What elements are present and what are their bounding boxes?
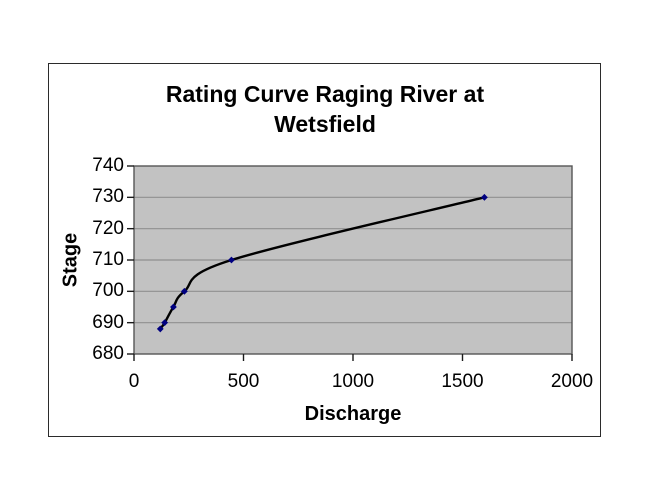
x-tick-label: 500 xyxy=(227,371,260,392)
x-tick-label: 1500 xyxy=(441,371,484,392)
chart-title-line-1: Rating Curve Raging River at xyxy=(165,81,485,107)
x-axis-title: Discharge xyxy=(304,403,402,425)
y-tick-label: 740 xyxy=(92,155,124,176)
y-tick-label: 680 xyxy=(92,343,124,364)
chart-title-line-2: Wetsfield xyxy=(274,111,376,137)
y-tick-label: 700 xyxy=(92,280,124,302)
y-tick-label: 720 xyxy=(92,217,124,239)
chart-title: Rating Curve Raging River at Wetsfield xyxy=(48,79,602,139)
x-tick-label: 2000 xyxy=(550,371,594,392)
y-tick-label: 730 xyxy=(92,186,124,208)
y-tick-label: 710 xyxy=(92,249,124,270)
x-tick-label: 1000 xyxy=(331,371,375,392)
y-tick-label: 690 xyxy=(92,311,124,333)
x-tick-label: 0 xyxy=(128,371,140,392)
